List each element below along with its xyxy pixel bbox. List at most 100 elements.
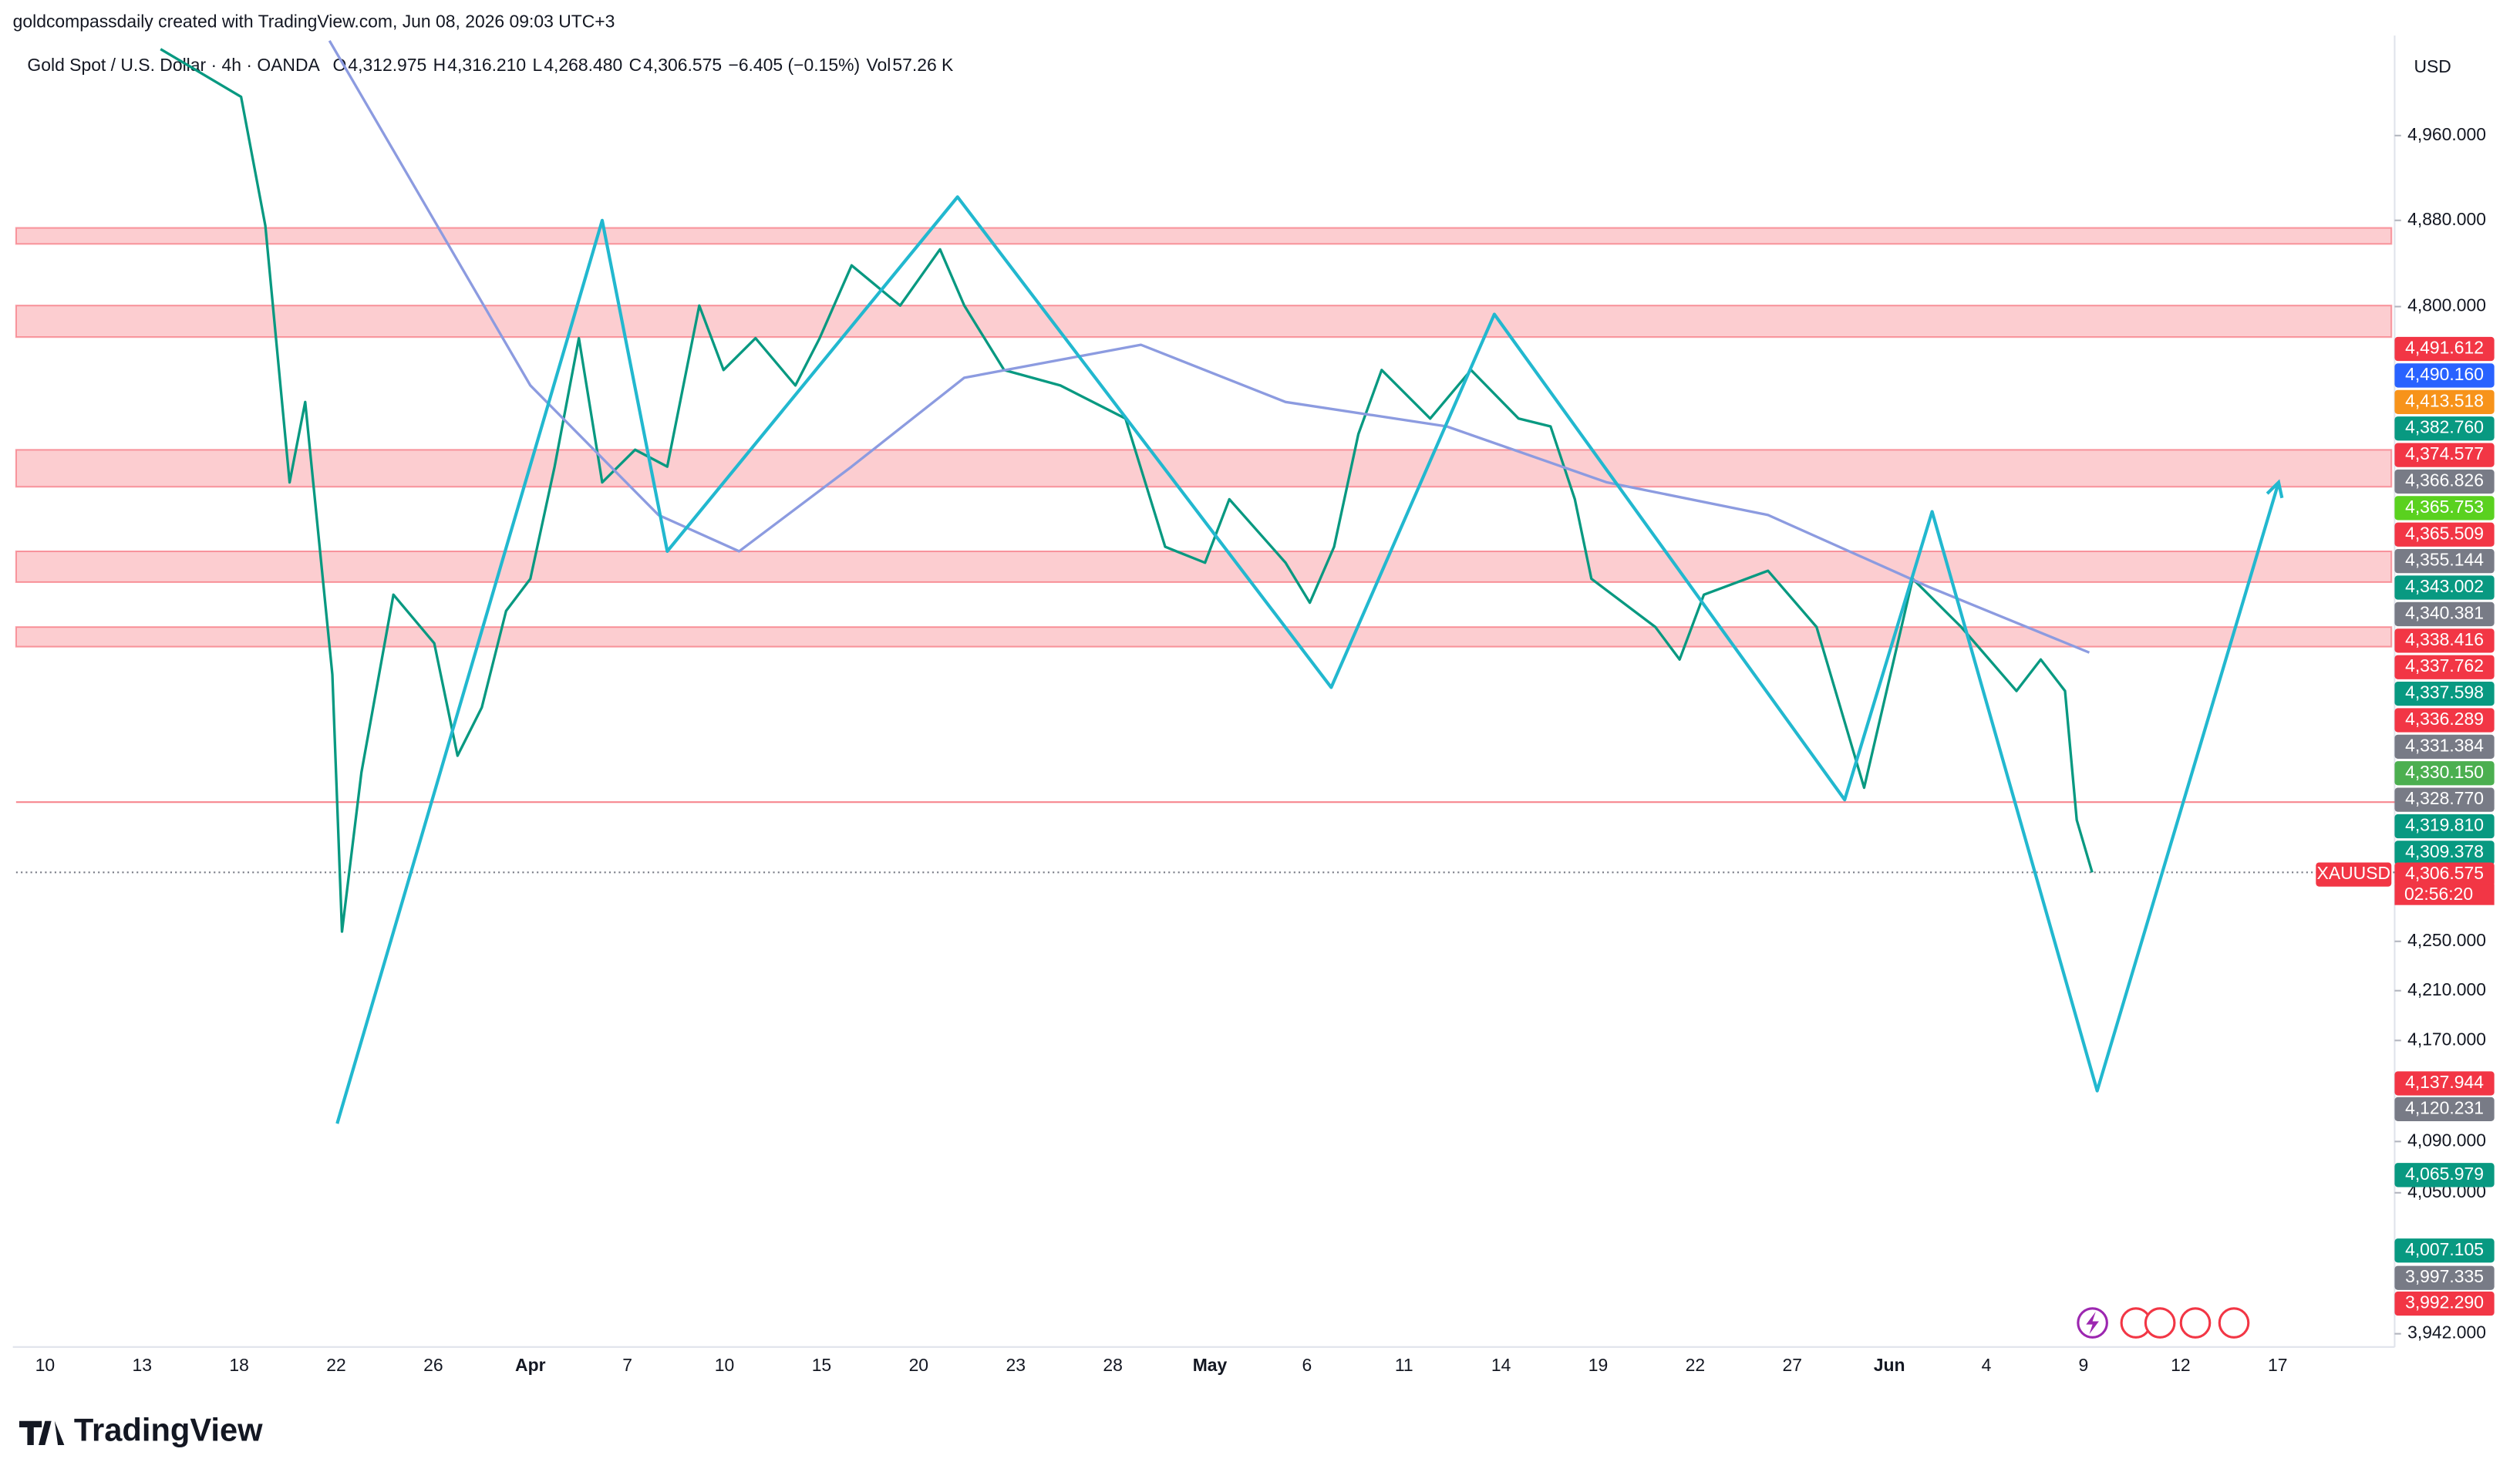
- price-badge: [2394, 416, 2495, 441]
- resistance-zone: [15, 550, 2393, 583]
- price-badge-label: 4,137.944: [2405, 1072, 2484, 1092]
- ohlc-value: 4,312.975: [348, 55, 426, 75]
- price-badge-label: 4,343.002: [2405, 576, 2484, 596]
- x-tick-label: 22: [1686, 1355, 1705, 1375]
- price-badge: [2394, 1291, 2495, 1316]
- x-tick-label: 7: [622, 1355, 632, 1375]
- y-tick-label: 4,960.000: [2407, 124, 2486, 144]
- x-tick-label: 20: [909, 1355, 928, 1375]
- price-badge-label: 4,120.231: [2405, 1097, 2484, 1117]
- price-badge: [2394, 496, 2495, 521]
- footer-logo: TradingView: [19, 1411, 263, 1447]
- price-badge-label: 4,065.979: [2405, 1164, 2484, 1184]
- price-badge-label: 4,336.289: [2405, 709, 2484, 729]
- price-badge: [2394, 734, 2495, 760]
- x-tick-label: 26: [423, 1355, 443, 1375]
- price-badge-label: 3,997.335: [2405, 1266, 2484, 1286]
- price-line: [160, 48, 2094, 933]
- price-badge: [2394, 469, 2495, 494]
- x-tick-label: 23: [1006, 1355, 1025, 1375]
- resistance-zone: [15, 305, 2393, 339]
- price-badge: [2394, 814, 2495, 839]
- y-tick-label: 4,210.000: [2407, 979, 2486, 999]
- ohlc-key: O: [332, 55, 346, 75]
- price-badge-label: 4,319.810: [2405, 815, 2484, 835]
- x-tick-label: 13: [132, 1355, 151, 1375]
- event-icons: [2077, 1307, 2250, 1339]
- price-badge-label: 4,490.160: [2405, 364, 2484, 384]
- price-badge: [2394, 1097, 2495, 1121]
- price-badge-label: 4,337.598: [2405, 682, 2484, 702]
- price-badge-label: 4,374.577: [2405, 443, 2484, 463]
- price-line: [335, 195, 2280, 1124]
- price-badge: [2394, 1265, 2495, 1290]
- price-badge: [2394, 681, 2495, 706]
- price-badge: [2394, 628, 2495, 653]
- ohlc-key: H: [433, 55, 446, 75]
- resistance-zone: [15, 227, 2393, 245]
- price-badge: [2394, 549, 2495, 574]
- countdown-bg: [2394, 884, 2495, 905]
- price-badge-label: 4,355.144: [2405, 550, 2484, 570]
- x-tick-label: 4: [1982, 1355, 1992, 1375]
- price-badge: [2394, 443, 2495, 467]
- x-tick-label: 10: [35, 1355, 55, 1375]
- price-badge: [2394, 522, 2495, 547]
- x-tick-label: 10: [715, 1355, 734, 1375]
- price-badge-label: 4,340.381: [2405, 602, 2484, 622]
- y-tick-label: 4,250.000: [2407, 930, 2486, 950]
- resistance-zone: [15, 626, 2393, 648]
- ohlc-key: L: [532, 55, 542, 75]
- price-badge: [2394, 655, 2495, 679]
- price-badge-label: 4,337.762: [2405, 655, 2484, 675]
- price-line: [328, 39, 2090, 654]
- x-tick-label: May: [1193, 1355, 1228, 1375]
- price-badge-label: 4,491.612: [2405, 338, 2484, 358]
- resistance-zone: [15, 449, 2393, 488]
- price-badge-label: 4,007.105: [2405, 1239, 2484, 1259]
- price-badge: [2394, 336, 2495, 362]
- price-badge-label: 4,382.760: [2405, 417, 2484, 437]
- price-badge-label: 4,365.509: [2405, 523, 2484, 543]
- price-badge-label: 4,365.753: [2405, 497, 2484, 517]
- symbol-tag-bg: [2316, 862, 2392, 887]
- x-tick-label: 9: [2079, 1355, 2089, 1375]
- x-tick-label: 18: [229, 1355, 248, 1375]
- ohlc-key: C: [629, 55, 642, 75]
- footer-text: TradingView: [74, 1411, 263, 1447]
- projection-arrowhead: [2266, 479, 2284, 499]
- ohlc-value: 4,316.210: [447, 55, 526, 75]
- y-tick-label: 4,880.000: [2407, 209, 2486, 229]
- x-tick-label: Apr: [515, 1355, 546, 1375]
- symbol-tag: XAUUSD: [2317, 863, 2390, 883]
- x-tick-label: 14: [1491, 1355, 1511, 1375]
- volume-value: 57.26 K: [892, 55, 954, 75]
- x-tick-label: 22: [326, 1355, 345, 1375]
- price-badge-label: 4,331.384: [2405, 735, 2484, 755]
- x-tick-label: 19: [1588, 1355, 1608, 1375]
- x-tick-label: 17: [2268, 1355, 2287, 1375]
- price-badge: [2394, 601, 2495, 627]
- volume-key: Vol: [866, 55, 891, 75]
- price-badge: [2394, 575, 2495, 600]
- price-badge: [2394, 1163, 2495, 1188]
- price-badge: [2394, 841, 2495, 865]
- price-badge: [2394, 761, 2495, 786]
- price-badge: [2394, 363, 2495, 388]
- price-badge: [2394, 787, 2495, 812]
- x-tick-label: 28: [1103, 1355, 1122, 1375]
- y-tick-label: 4,170.000: [2407, 1029, 2486, 1049]
- price-badge-label: 4,413.518: [2405, 390, 2484, 410]
- currency: USD: [2414, 56, 2451, 76]
- x-tick-label: 12: [2171, 1355, 2190, 1375]
- y-tick-label: 3,942.000: [2407, 1322, 2486, 1343]
- ohlc-value: 4,306.575: [643, 55, 722, 75]
- y-tick-label: 4,800.000: [2407, 295, 2486, 315]
- price-badge: [2394, 862, 2495, 887]
- price-badge: [2394, 389, 2495, 414]
- x-tick-label: 15: [812, 1355, 831, 1375]
- countdown: 02:56:20: [2404, 884, 2473, 904]
- price-badge-label: 4,306.575: [2405, 863, 2484, 883]
